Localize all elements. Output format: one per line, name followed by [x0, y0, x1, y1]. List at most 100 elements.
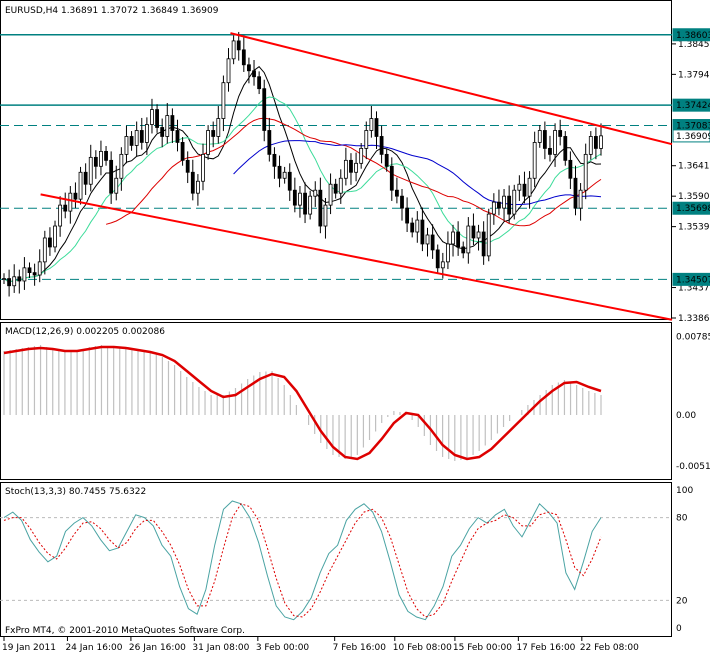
stoch-main-line: [3, 500, 602, 621]
x-tick-label: 31 Jan 08:00: [192, 643, 249, 653]
macd-chart-title: MACD(12,26,9) 0.002205 0.002086: [5, 327, 165, 337]
candle-body: [104, 150, 108, 161]
candle-body: [384, 153, 389, 167]
macd-panel-frame: [0, 322, 672, 480]
candle-body: [507, 195, 512, 215]
candle-body: [466, 225, 471, 254]
stoch-y-tick-label: 100: [676, 486, 693, 496]
price-level-tag-label: 1.37424: [676, 101, 710, 111]
candle-body: [333, 183, 338, 194]
candle-body: [32, 272, 37, 276]
candle-body: [175, 130, 180, 143]
candle-body: [68, 192, 73, 212]
x-tick-label: 26 Jan 16:00: [129, 643, 186, 653]
candle-body: [343, 159, 348, 179]
price-y-tick-label: 1.35390: [678, 223, 710, 233]
price-y-tick-label: 1.34370: [678, 284, 710, 294]
candle-body: [527, 177, 532, 197]
candle-body: [129, 136, 134, 146]
candle-body: [486, 213, 491, 257]
candle-body: [119, 153, 124, 179]
candle-body: [405, 207, 410, 224]
candle-body: [277, 165, 282, 179]
candle-body: [267, 130, 272, 155]
candle-body: [27, 267, 32, 274]
macd-panel: [3, 345, 602, 461]
candle-body: [568, 159, 573, 179]
candle-body: [303, 192, 307, 215]
candle-body: [241, 49, 246, 66]
x-tick-label: 22 Feb 08:00: [580, 643, 639, 653]
price-y-tick-label: 1.35900: [678, 192, 710, 202]
candle-body: [83, 171, 88, 185]
candle-body: [144, 124, 149, 143]
candle-body: [226, 58, 231, 84]
price-y-tick-label: 1.38450: [678, 40, 710, 50]
macd-y-tick-label: 0.00: [676, 411, 696, 421]
candle-body: [93, 156, 98, 167]
candle-body: [58, 204, 63, 227]
candle-body: [195, 180, 200, 194]
candle-body: [578, 189, 583, 209]
candle-body: [292, 189, 297, 206]
stoch-panel-frame: [0, 482, 672, 637]
price-level-tag: [672, 272, 710, 286]
candle-body: [201, 153, 205, 182]
candle-body: [425, 234, 430, 245]
candle-body: [491, 201, 496, 215]
x-tick-label: 7 Feb 16:00: [333, 643, 387, 653]
x-tick-label: 17 Feb 16:00: [516, 643, 575, 653]
candle-body: [12, 276, 17, 287]
candle-body: [599, 135, 603, 149]
candle-body: [185, 159, 190, 173]
candle-body: [456, 231, 461, 248]
macd-y-tick-label: 0.00785: [676, 333, 710, 343]
candle-body: [124, 136, 129, 155]
candle-body: [537, 130, 542, 143]
candle-body: [165, 115, 170, 137]
price-panel: [0, 31, 673, 321]
moving-average-line: [3, 66, 602, 283]
candle-body: [170, 115, 175, 131]
candle-body: [593, 136, 598, 149]
price-level-tag: [672, 129, 710, 143]
candle-body: [313, 189, 318, 197]
price-panel-frame: [0, 0, 672, 320]
candle-body: [99, 150, 103, 167]
candle-body: [63, 204, 68, 212]
candle-body: [2, 278, 6, 280]
candle-body: [563, 136, 568, 161]
candle-body: [73, 192, 78, 200]
candle-body: [247, 64, 251, 72]
candle-body: [190, 171, 195, 194]
price-y-tick-label: 1.37940: [678, 70, 710, 80]
candle-body: [389, 165, 394, 191]
price-chart-title: EURUSD,H4 1.36891 1.37072 1.36849 1.3690…: [5, 6, 219, 16]
candle-body: [318, 189, 323, 227]
x-tick-label: 10 Feb 08:00: [393, 643, 452, 653]
candle-body: [298, 192, 302, 206]
candle-body: [517, 183, 522, 191]
macd-signal-line: [3, 345, 602, 461]
stoch-y-tick-label: 80: [676, 514, 688, 524]
candle-body: [114, 177, 119, 194]
candle-body: [588, 136, 593, 155]
candle-body: [338, 177, 343, 194]
candle-body: [139, 130, 144, 143]
candle-body: [134, 130, 139, 146]
price-y-tick-label: 1.33860: [678, 314, 710, 324]
candle-body: [78, 171, 83, 200]
price-level-tag: [672, 201, 710, 215]
candle-body: [150, 109, 154, 125]
candle-body: [446, 243, 450, 263]
price-level-tag-label: 1.37083: [676, 122, 710, 132]
candle-body: [400, 195, 404, 209]
candle-body: [37, 261, 42, 276]
candle-body: [379, 136, 384, 155]
candle-body: [160, 127, 165, 137]
trend-line: [230, 32, 673, 146]
moving-average-line: [105, 117, 602, 227]
candle-body: [573, 177, 578, 209]
candle-body: [354, 162, 358, 173]
